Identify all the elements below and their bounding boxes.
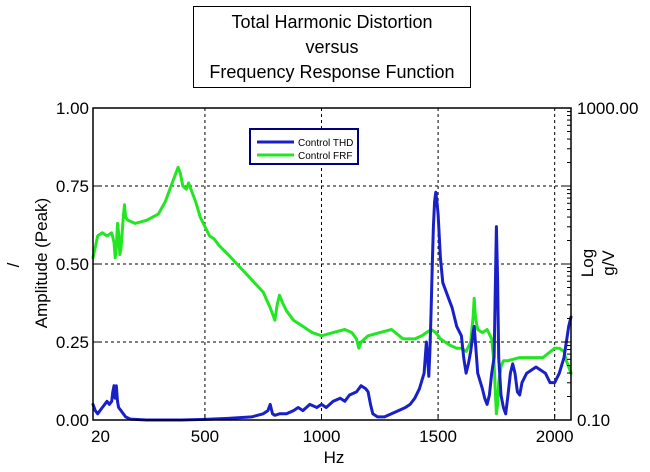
y-axis-title-prefix: / bbox=[4, 262, 23, 267]
y-tick-label-2: 0.50 bbox=[56, 255, 89, 274]
y2-axis-title-log: Log bbox=[578, 249, 597, 277]
x-tick-label-4: 2000 bbox=[536, 427, 574, 446]
legend-label-thd: Control THD bbox=[298, 138, 353, 149]
chart-title-line-1: Total Harmonic Distortion bbox=[231, 11, 433, 32]
y2-tick-label-1: 1000.00 bbox=[577, 99, 638, 118]
x-tick-label-0: 20 bbox=[91, 427, 110, 446]
y-tick-label-1: 0.25 bbox=[56, 333, 89, 352]
series-line-control-frf bbox=[91, 165, 573, 416]
legend-label-frf: Control FRF bbox=[298, 151, 352, 162]
x-tick-label-2: 1000 bbox=[303, 427, 341, 446]
axis-ticks: 20 500 1000 1500 2000 0.00 0.25 0.50 0.75 1.00 0.1… bbox=[56, 99, 639, 446]
chart-title-line-3: Frequency Response Function bbox=[209, 61, 455, 82]
x-tick-label-3: 1500 bbox=[419, 427, 457, 446]
y-axis-title: Amplitude (Peak) bbox=[32, 198, 51, 328]
y2-axis-title-units: g/V bbox=[599, 250, 618, 276]
x-axis-title: Hz bbox=[324, 448, 345, 467]
legend: Control THD Control FRF bbox=[249, 128, 359, 165]
y-tick-label-0: 0.00 bbox=[56, 411, 89, 430]
legend-box bbox=[249, 128, 359, 165]
y2-tick-label-0: 0.10 bbox=[577, 411, 610, 430]
y-tick-label-3: 0.75 bbox=[56, 177, 89, 196]
chart-title-line-2: versus bbox=[305, 36, 359, 57]
series-lines bbox=[91, 165, 573, 422]
x-tick-label-1: 500 bbox=[191, 427, 219, 446]
chart-title-box: Total Harmonic Distortion versus Frequen… bbox=[193, 6, 471, 88]
y-tick-label-4: 1.00 bbox=[56, 99, 89, 118]
series-line-control-thd bbox=[91, 190, 573, 422]
